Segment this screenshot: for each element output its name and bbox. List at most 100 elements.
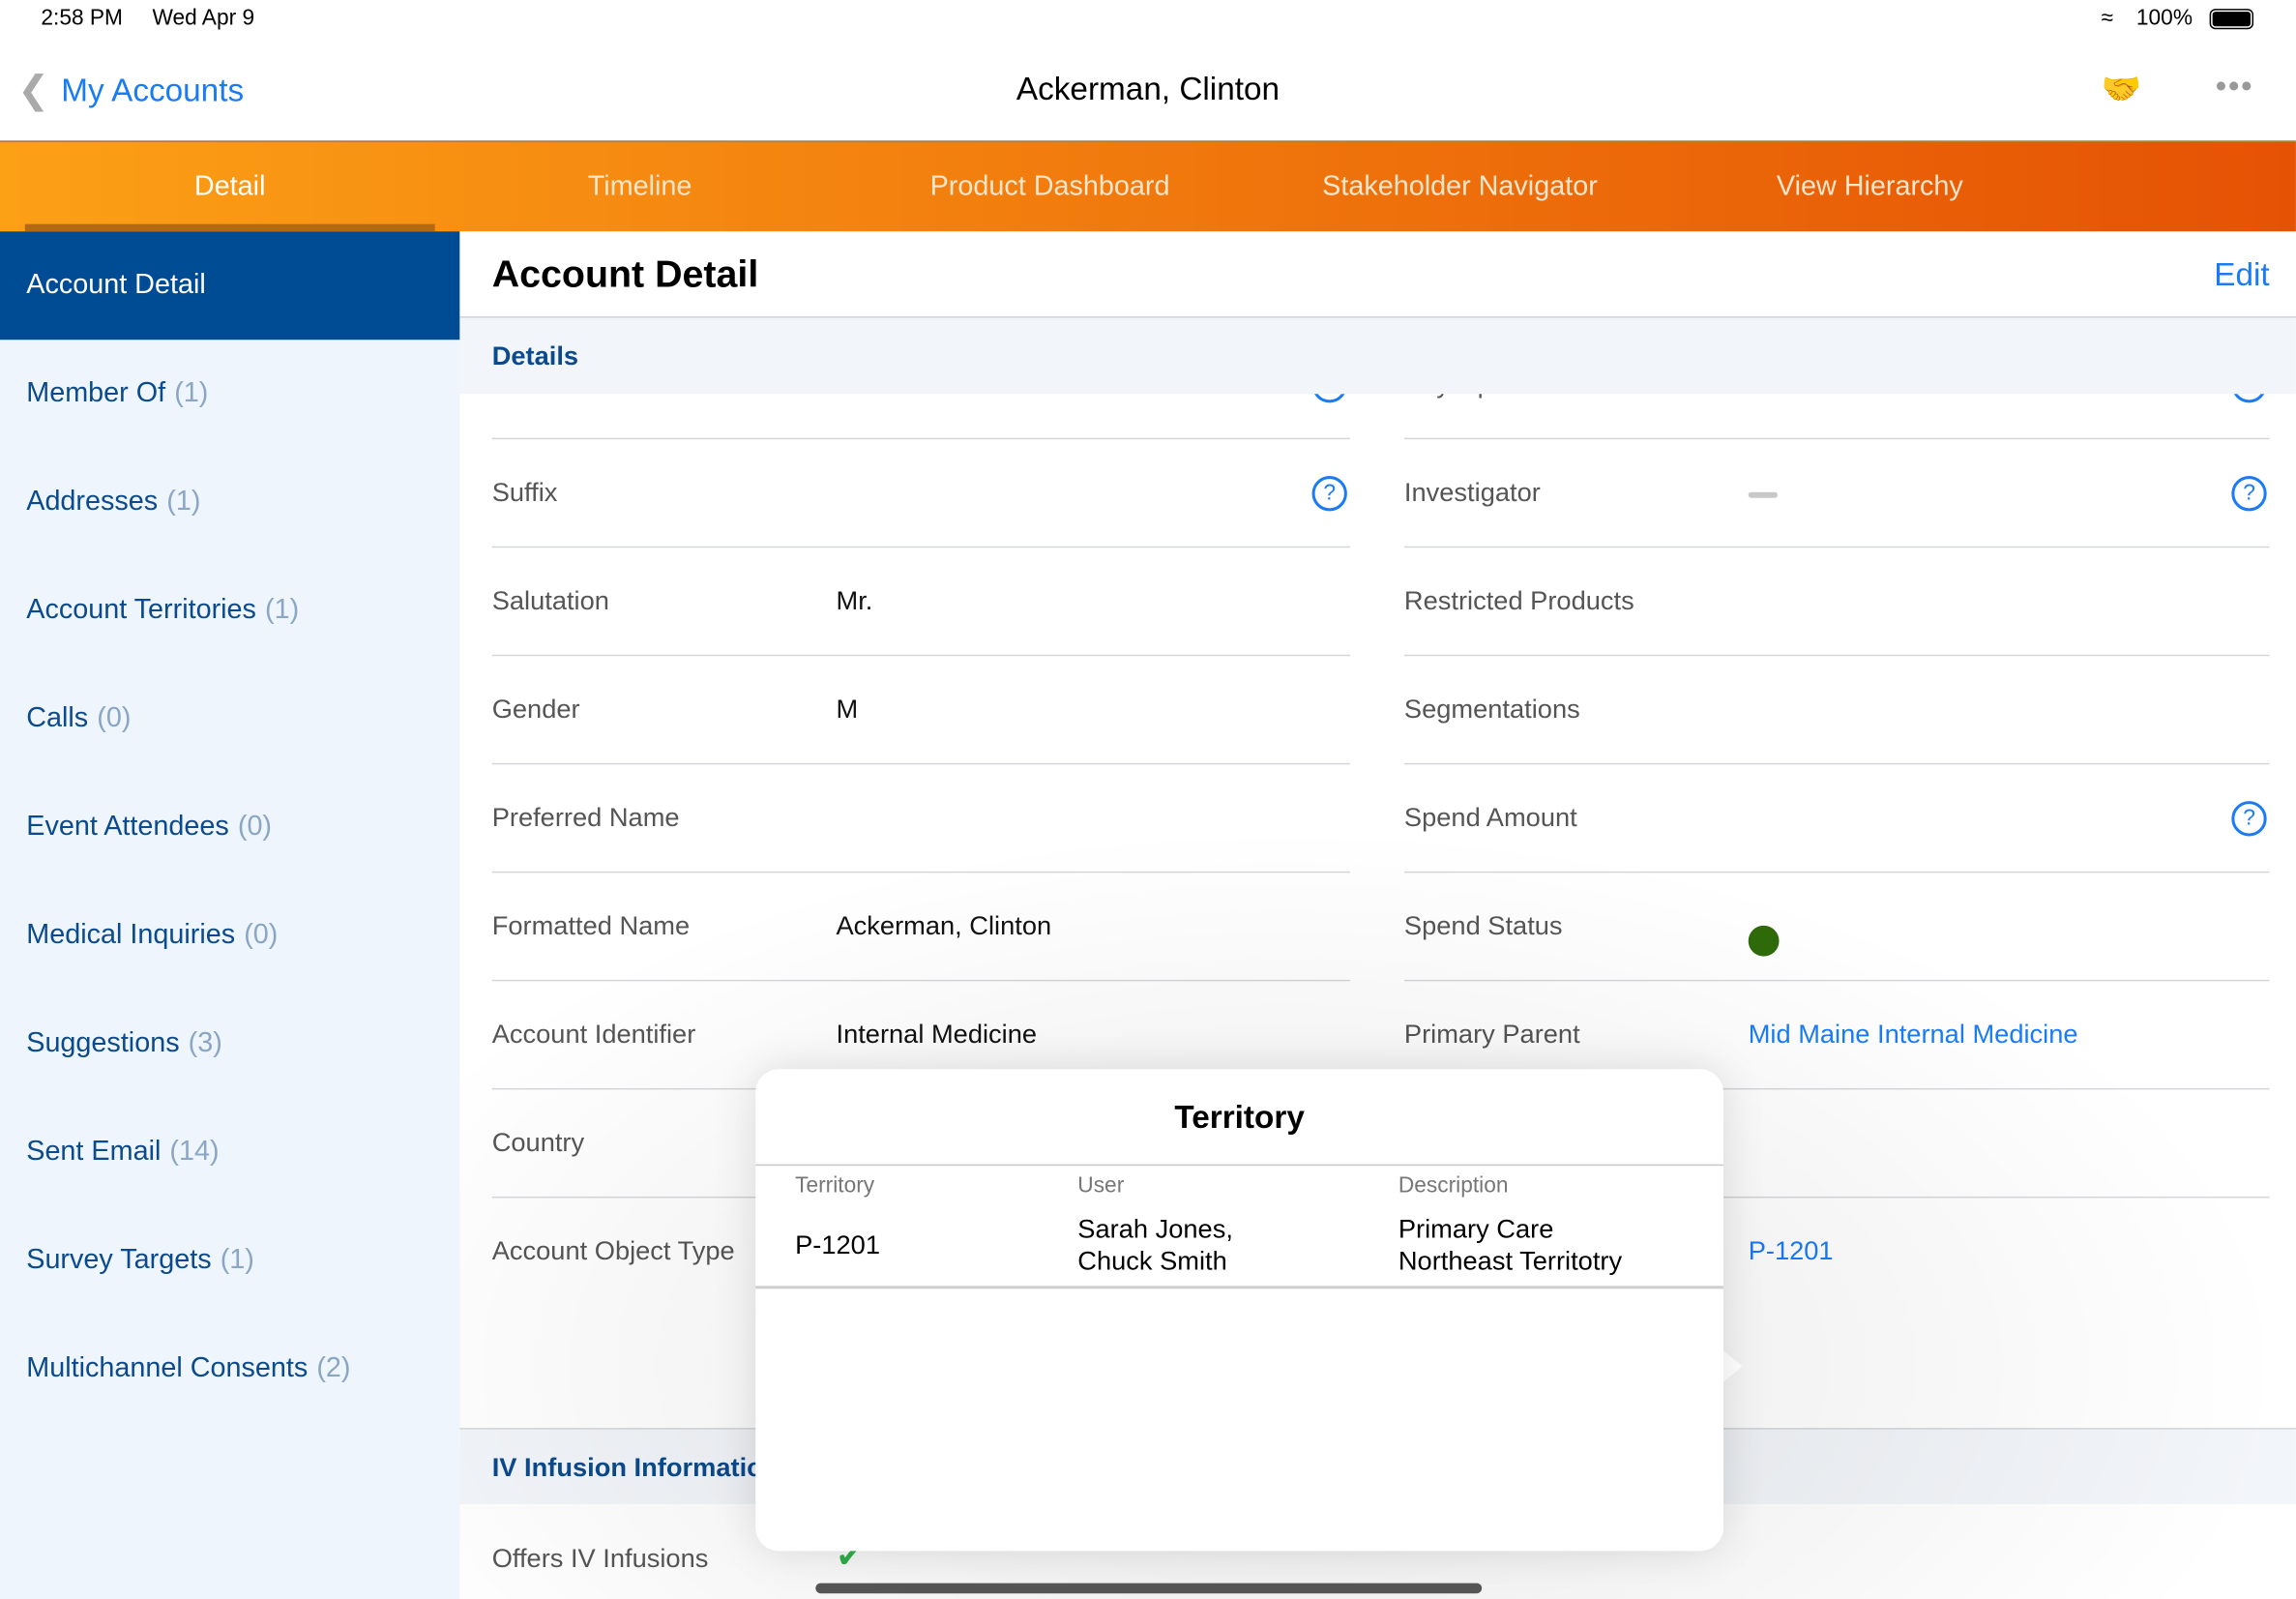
field-label: Preferred Name — [491, 802, 680, 832]
sidebar-item-count: (14) — [169, 1136, 220, 1168]
panel-header: Account Detail Edit — [459, 231, 2296, 318]
field-primary-parent: Primary Parent Mid Maine Internal Medicin… — [1403, 981, 2270, 1090]
field-label: Suffix — [491, 477, 558, 507]
sidebar-item-count: (2) — [316, 1352, 351, 1384]
col-header-description: Description — [1398, 1172, 1509, 1199]
field-label: Investigator — [1403, 477, 1541, 507]
home-indicator — [815, 1583, 1483, 1594]
sidebar-item-label: Suggestions — [26, 1027, 180, 1059]
cell-territory: P-1201 — [795, 1229, 880, 1260]
sidebar-item-label: Event Attendees — [26, 811, 229, 843]
sidebar-item-member-of[interactable]: Member Of (1) — [0, 340, 459, 448]
field-spend-amount: Spend Amount? — [1403, 764, 2270, 874]
tab-stakeholder-navigator[interactable]: Stakeholder Navigator — [1322, 171, 1598, 202]
empty-value-dash — [1748, 491, 1778, 498]
sidebar-item-account-detail[interactable]: Account Detail — [0, 231, 460, 341]
back-button[interactable]: ❮ My Accounts — [17, 68, 244, 113]
handshake-icon[interactable]: 🤝 — [2101, 70, 2142, 107]
field-spend-status: Spend Status — [1403, 873, 2270, 982]
field-preferred-name: Preferred Name — [491, 764, 1350, 874]
sidebar-item-count: (0) — [237, 811, 273, 843]
sidebar-item-label: Sent Email — [26, 1136, 162, 1168]
field-salutation: Salutation Mr. — [491, 548, 1350, 657]
popover-title: Territory — [1174, 1098, 1305, 1136]
sidebar-item-label: Multichannel Consents — [26, 1352, 309, 1384]
sidebar-item-label: Medical Inquiries — [26, 919, 236, 951]
edit-button[interactable]: Edit — [2214, 255, 2270, 293]
tab-product-dashboard[interactable]: Product Dashboard — [929, 171, 1170, 202]
sidebar-item-survey-targets[interactable]: Survey Targets (1) — [0, 1207, 459, 1316]
sidebar-item-count: (0) — [244, 919, 279, 951]
field-label: Formatted Name — [491, 910, 691, 940]
status-time: 2:58 PM — [41, 6, 123, 31]
field-label: Primary Parent — [1403, 1019, 1580, 1050]
table-row[interactable]: P-1201 Sarah Jones, Chuck Smith Primary … — [755, 1204, 1723, 1289]
field-segmentations: Segmentations — [1403, 656, 2270, 765]
field-label: Account Object Type — [491, 1235, 735, 1266]
panel-title: Account Detail — [491, 252, 759, 296]
sidebar-item-event-attendees[interactable]: Event Attendees (0) — [0, 773, 459, 881]
field-formatted-name: Formatted Name Ackerman, Clinton — [491, 873, 1350, 982]
field-label: Restricted Products — [1403, 585, 1634, 615]
status-dot-icon — [1748, 925, 1780, 957]
field-suffix: Suffix? — [491, 439, 1350, 548]
sidebar-item-count: (1) — [220, 1244, 254, 1276]
field-value[interactable]: P-1201 — [1748, 1235, 1834, 1266]
wifi-icon: ≈ — [2101, 6, 2114, 31]
sidebar: Account Detail Member Of (1) Addresses (1) Ac… — [0, 231, 460, 1599]
field-restricted-products: Restricted Products — [1403, 548, 2270, 657]
sidebar-item-label: Account Territories — [26, 594, 256, 626]
page-title: Ackerman, Clinton — [1016, 70, 1280, 107]
active-tab-indicator — [24, 223, 435, 232]
sidebar-item-label: Addresses — [26, 486, 159, 518]
cell-description-2: Northeast Territotry — [1398, 1246, 1623, 1276]
sidebar-item-sent-email[interactable]: Sent Email (14) — [0, 1099, 459, 1207]
tab-view-hierarchy[interactable]: View Hierarchy — [1776, 171, 1963, 202]
field-value: Internal Medicine — [836, 1019, 1038, 1050]
sidebar-item-count: (1) — [166, 486, 201, 518]
more-icon[interactable]: ••• — [2215, 67, 2254, 104]
col-header-user: User — [1077, 1172, 1125, 1199]
field-value: P-1201 — [1404, 1198, 2270, 1306]
help-icon[interactable]: ? — [2231, 476, 2267, 512]
cell-description-1: Primary Care — [1398, 1214, 1554, 1244]
field-label: Country — [491, 1127, 585, 1158]
sidebar-item-account-territories[interactable]: Account Territories (1) — [0, 556, 459, 665]
field-value: M — [836, 694, 859, 724]
cell-user-1: Sarah Jones, — [1077, 1214, 1233, 1244]
status-date: Wed Apr 9 — [152, 6, 255, 31]
field-label: Spend Status — [1403, 910, 1563, 940]
field-label: Segmentations — [1403, 694, 1580, 724]
sidebar-item-count: (0) — [97, 702, 132, 734]
back-label: My Accounts — [61, 71, 245, 108]
field-label: Gender — [491, 694, 580, 724]
field-value[interactable]: Mid Maine Internal Medicine — [1748, 1019, 2078, 1050]
section-header-details: Details — [459, 317, 2296, 395]
sidebar-item-medical-inquiries[interactable]: Medical Inquiries (0) — [0, 881, 459, 990]
col-header-territory: Territory — [795, 1172, 875, 1199]
field-value — [1403, 1089, 2270, 1199]
field-gender: Gender M — [491, 656, 1350, 765]
help-icon[interactable]: ? — [1311, 476, 1347, 512]
sidebar-item-multichannel-consents[interactable]: Multichannel Consents (2) — [0, 1316, 459, 1424]
battery-percent: 100% — [2135, 6, 2193, 31]
sidebar-item-label: Survey Targets — [26, 1244, 212, 1276]
sidebar-item-label: Account Detail — [26, 269, 206, 301]
field-label: Offers IV Infusions — [491, 1543, 709, 1574]
sidebar-item-label: Member Of — [26, 377, 166, 409]
sidebar-item-count: (3) — [188, 1027, 222, 1059]
tab-timeline[interactable]: Timeline — [587, 171, 692, 202]
tab-detail[interactable]: Detail — [193, 171, 266, 202]
sidebar-item-suggestions[interactable]: Suggestions (3) — [0, 990, 459, 1098]
territory-popover: Territory Territory User Description P-1… — [755, 1069, 1723, 1552]
battery-icon — [2209, 9, 2254, 30]
tab-bar: Detail Timeline Product Dashboard Stakeh… — [0, 140, 2296, 233]
field-label: Account Identifier — [491, 1019, 696, 1050]
field-value: Mr. — [836, 585, 873, 615]
field-investigator: Investigator? — [1403, 439, 2270, 548]
sidebar-item-count: (1) — [265, 594, 300, 626]
help-icon[interactable]: ? — [2231, 801, 2267, 837]
sidebar-item-addresses[interactable]: Addresses (1) — [0, 448, 459, 556]
sidebar-item-count: (1) — [174, 377, 209, 409]
sidebar-item-calls[interactable]: Calls (0) — [0, 665, 459, 773]
